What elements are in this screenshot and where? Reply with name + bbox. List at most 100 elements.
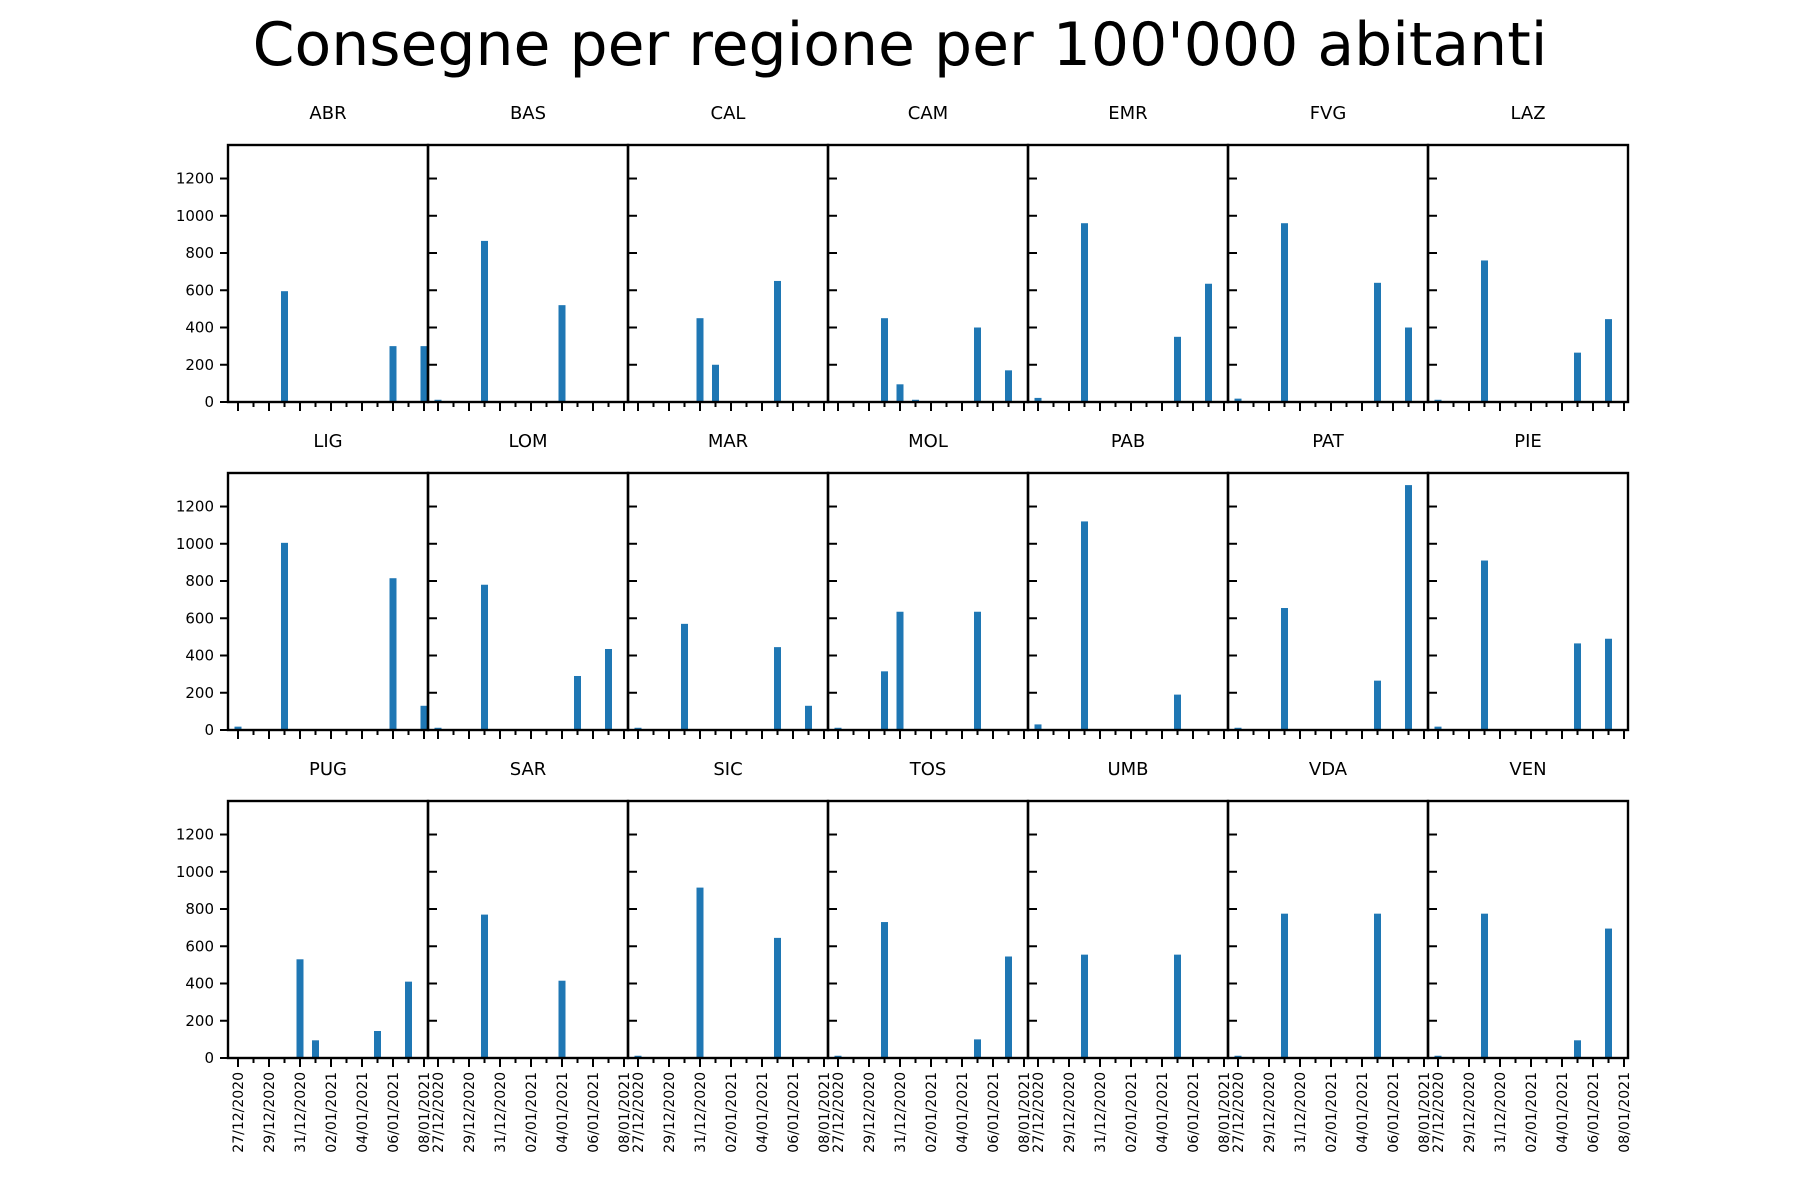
- ytick-label: 200: [185, 684, 214, 702]
- bar-tos-05-01-2021: [974, 1039, 981, 1058]
- bar-cam-07-01-2021: [1005, 370, 1012, 402]
- panel-title-cal: CAL: [711, 103, 746, 124]
- xtick-label: 02/01/2021: [1124, 1072, 1140, 1153]
- bar-laz-05-01-2021: [1574, 352, 1581, 402]
- bar-abr-06-01-2021: [389, 346, 397, 402]
- xtick-label: 31/12/2020: [293, 1072, 309, 1153]
- xtick-label: 02/01/2021: [324, 1072, 340, 1153]
- xtick-label: 08/01/2021: [1617, 1072, 1633, 1153]
- bar-pie-07-01-2021: [1605, 638, 1612, 730]
- bar-emr-30-12-2020: [1081, 223, 1088, 402]
- panel-frame-vda: [1226, 799, 1430, 1060]
- panel-frame-lom: [426, 471, 630, 732]
- bar-mol-05-01-2021: [974, 611, 981, 730]
- panel-frame-fvg: [1226, 143, 1430, 404]
- bar-lig-27-12-2020: [234, 726, 242, 730]
- bar-mol-31-12-2020: [896, 611, 904, 730]
- panel-title-bas: BAS: [510, 103, 546, 124]
- bar-lig-06-01-2021: [389, 578, 397, 730]
- panel-title-emr: EMR: [1108, 103, 1147, 124]
- panel-title-mar: MAR: [708, 431, 748, 452]
- ytick-label: 1000: [176, 535, 214, 553]
- xtick-label: 06/01/2021: [386, 1072, 402, 1153]
- bar-ven-07-01-2021: [1605, 928, 1612, 1058]
- panel-title-abr: ABR: [309, 103, 346, 124]
- panel-title-mol: MOL: [908, 431, 948, 452]
- xtick-label: 02/01/2021: [524, 1072, 540, 1153]
- ytick-label: 1000: [176, 863, 214, 881]
- xtick-label: 08/01/2021: [1017, 1072, 1033, 1153]
- xtick-label: 27/12/2020: [631, 1072, 647, 1153]
- panel-title-sar: SAR: [510, 759, 547, 780]
- xtick-label: 02/01/2021: [724, 1072, 740, 1153]
- panel-frame-umb: [1026, 799, 1230, 1060]
- xtick-label: 08/01/2021: [1217, 1072, 1233, 1153]
- xtick-label: 27/12/2020: [431, 1072, 447, 1153]
- ytick-label: 1200: [176, 826, 214, 844]
- panel-frame-ven: [1426, 799, 1630, 1060]
- xtick-label: 08/01/2021: [417, 1072, 433, 1153]
- ytick-label: 600: [185, 609, 214, 627]
- xtick-label: 04/01/2021: [955, 1072, 971, 1153]
- panel-title-ven: VEN: [1509, 759, 1546, 780]
- xtick-label: 04/01/2021: [1555, 1072, 1571, 1153]
- panel-frame-tos: [826, 799, 1030, 1060]
- panel-frame-sar: [426, 799, 630, 1060]
- bar-pie-27-12-2020: [1434, 726, 1442, 730]
- bar-emr-27-12-2020: [1034, 397, 1042, 402]
- panel-title-fvg: FVG: [1310, 103, 1347, 124]
- panel-title-pug: PUG: [309, 759, 347, 780]
- bar-sic-31-12-2020: [696, 887, 704, 1058]
- bar-abr-30-12-2020: [281, 291, 288, 402]
- ytick-label: 200: [185, 1012, 214, 1030]
- bar-umb-05-01-2021: [1174, 954, 1181, 1058]
- ytick-label: 800: [185, 572, 214, 590]
- bar-pie-05-01-2021: [1574, 643, 1581, 730]
- bar-lom-05-01-2021: [574, 675, 581, 730]
- bar-sic-05-01-2021: [774, 937, 781, 1058]
- bar-umb-30-12-2020: [1081, 954, 1088, 1058]
- bar-sar-30-12-2020: [481, 914, 488, 1058]
- panel-title-lig: LIG: [313, 431, 342, 452]
- bar-mar-07-01-2021: [805, 705, 812, 730]
- panel-frame-pat: [1226, 471, 1430, 732]
- bar-bas-30-12-2020: [481, 240, 488, 402]
- xtick-label: 27/12/2020: [1231, 1072, 1247, 1153]
- xtick-label: 04/01/2021: [1155, 1072, 1171, 1153]
- xtick-label: 27/12/2020: [1031, 1072, 1047, 1153]
- bar-fvg-07-01-2021: [1405, 327, 1412, 402]
- xtick-label: 31/12/2020: [693, 1072, 709, 1153]
- xtick-label: 29/12/2020: [862, 1072, 878, 1153]
- ytick-label: 0: [204, 1049, 214, 1067]
- panel-title-pie: PIE: [1514, 431, 1542, 452]
- bar-ven-30-12-2020: [1481, 913, 1488, 1058]
- xtick-label: 06/01/2021: [1386, 1072, 1402, 1153]
- ytick-label: 1200: [176, 170, 214, 188]
- chart-title: Consegne per regione per 100'000 abitant…: [252, 10, 1548, 80]
- panel-title-cam: CAM: [908, 103, 948, 124]
- panel-frame-sic: [626, 799, 830, 1060]
- panel-title-pab: PAB: [1111, 431, 1145, 452]
- xtick-label: 04/01/2021: [355, 1072, 371, 1153]
- bar-pug-31-12-2020: [296, 959, 304, 1058]
- bar-pug-07-01-2021: [405, 981, 412, 1058]
- xtick-label: 06/01/2021: [986, 1072, 1002, 1153]
- bar-abr-08-01-2021: [420, 346, 428, 402]
- ytick-label: 1000: [176, 207, 214, 225]
- bar-vda-05-01-2021: [1374, 913, 1381, 1058]
- xtick-label: 06/01/2021: [586, 1072, 602, 1153]
- xtick-label: 27/12/2020: [1431, 1072, 1447, 1153]
- bar-tos-30-12-2020: [881, 922, 888, 1058]
- bar-mol-30-12-2020: [881, 671, 888, 730]
- bar-sar-04-01-2021: [558, 980, 566, 1058]
- xtick-label: 31/12/2020: [1293, 1072, 1309, 1153]
- panel-frame-abr: [226, 143, 430, 404]
- xtick-label: 29/12/2020: [1262, 1072, 1278, 1153]
- xtick-label: 29/12/2020: [1062, 1072, 1078, 1153]
- ytick-label: 400: [185, 319, 214, 337]
- ytick-label: 600: [185, 937, 214, 955]
- ytick-label: 200: [185, 356, 214, 374]
- bar-vda-30-12-2020: [1281, 913, 1288, 1058]
- bar-pug-01-01-2021: [312, 1040, 319, 1058]
